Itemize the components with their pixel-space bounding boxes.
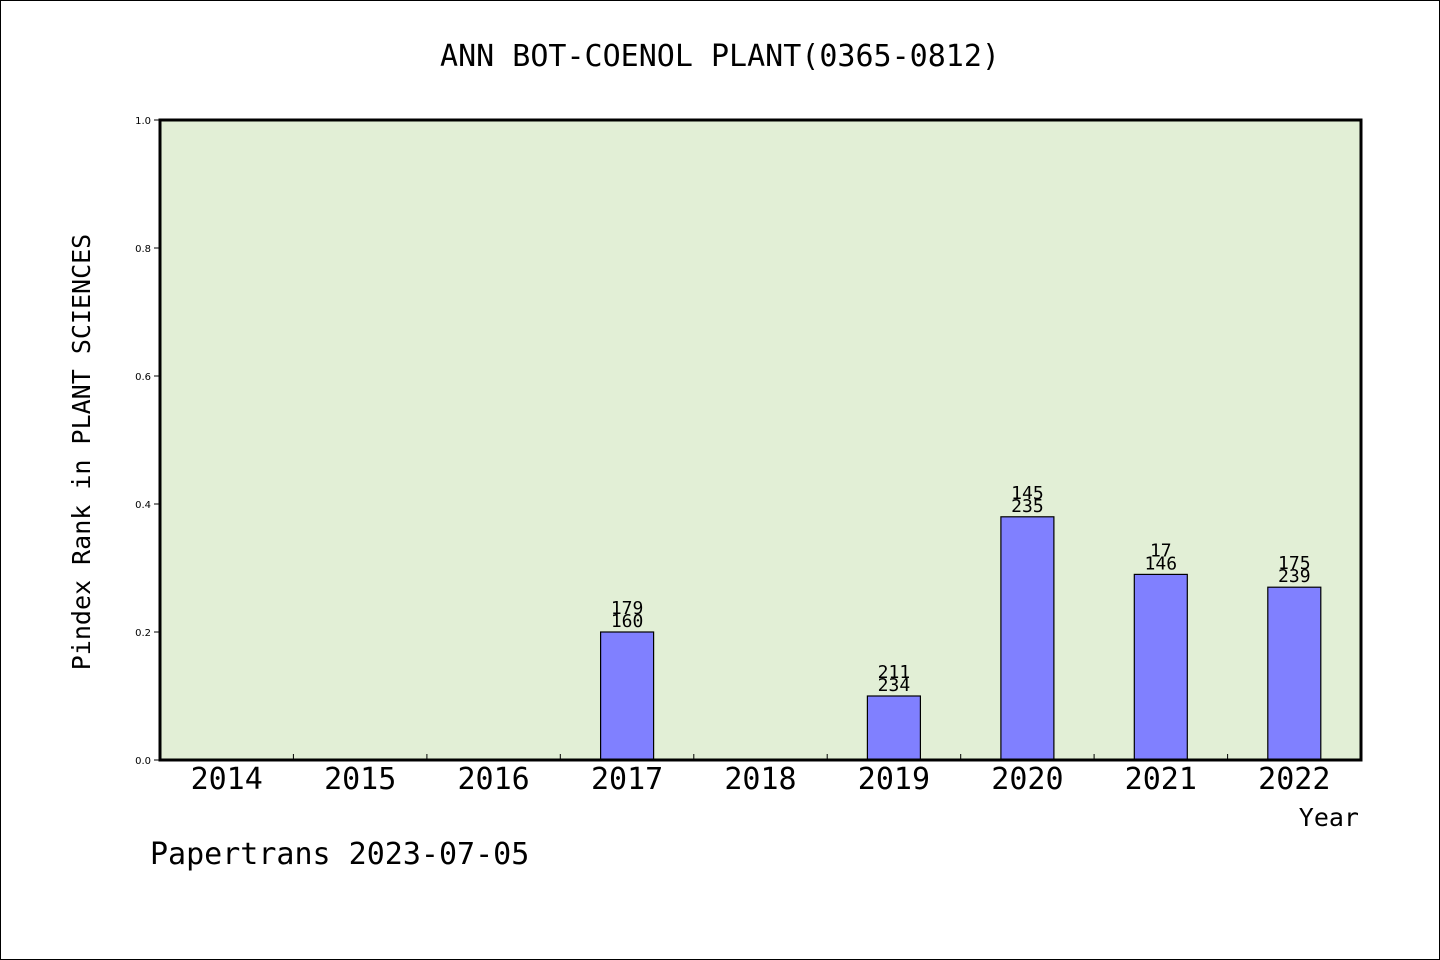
y-tick-label-0.2: 0.2 [135,628,151,639]
bar-label-top-2020: 145 [1011,483,1044,504]
x-tick-label-2020: 2020 [991,762,1063,797]
y-tick-label-0.6: 0.6 [135,372,151,383]
x-tick-label-2016: 2016 [457,762,529,797]
bar-label-top-2022: 175 [1278,553,1311,574]
bar-label-bottom-2021: 146 [1145,553,1178,574]
x-tick-label-2015: 2015 [324,762,396,797]
x-tick-label-2014: 2014 [191,762,263,797]
bar-2021 [1133,573,1188,761]
y-tick-label-1.0: 1.0 [135,116,151,127]
bar-label-top-2019: 211 [878,662,911,683]
bar-label-bottom-2022: 239 [1278,566,1311,587]
chart-title: ANN BOT-COENOL PLANT(0365-0812) [440,39,1000,74]
bar-2019 [866,695,922,761]
x-tick-label-2018: 2018 [724,762,796,797]
x-axis-label: Year [1299,803,1359,832]
bars-group [599,516,1322,761]
footer-source: Papertrans 2023-07-05 [150,837,529,872]
bar-label-bottom-2017: 160 [611,611,644,632]
y-tick-label-0.8: 0.8 [135,244,151,255]
bar-2017 [599,631,655,761]
y-axis-ticks: 0.0 0.2 0.4 0.6 0.8 1.0 [135,116,160,767]
plot-border [158,118,1363,762]
bar-2022 [1267,586,1322,761]
bar-label-bottom-2019: 234 [878,675,911,696]
bar-2020 [1000,516,1055,761]
x-tick-label-2019: 2019 [858,762,930,797]
x-tick-label-2022: 2022 [1258,762,1330,797]
x-axis-ticks: 2014 2015 2016 2017 2018 2019 2020 2021 2022 [191,754,1330,797]
bar-label-bottom-2020: 235 [1011,496,1044,517]
x-tick-label-2017: 2017 [591,762,663,797]
x-tick-label-2021: 2021 [1125,762,1197,797]
y-tick-label-0.0: 0.0 [135,756,151,767]
bar-label-top-2017: 179 [611,598,644,619]
y-tick-label-0.4: 0.4 [135,500,151,511]
y-axis-label: Pindex Rank in PLANT SCIENCES [67,234,96,671]
bar-label-top-2021: 17 [1150,540,1172,561]
